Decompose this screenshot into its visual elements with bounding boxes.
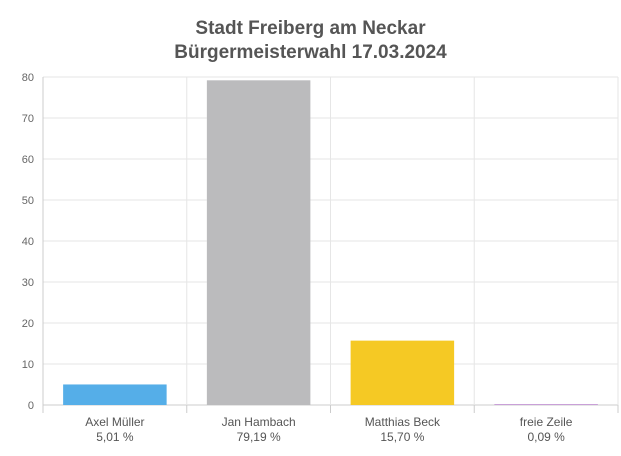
category-label: Jan Hambach	[222, 415, 296, 429]
y-tick-label: 0	[28, 400, 34, 412]
category-value-label: 15,70 %	[380, 430, 424, 444]
chart-subtitle: Bürgermeisterwahl 17.03.2024	[174, 42, 447, 63]
y-tick-label: 20	[22, 318, 34, 330]
y-tick-label: 60	[22, 154, 34, 166]
bar-2	[350, 340, 455, 405]
y-tick-label: 70	[22, 113, 34, 125]
category-value-label: 5,01 %	[96, 430, 134, 444]
category-label: Axel Müller	[85, 415, 144, 429]
category-label: freie Zeile	[520, 415, 573, 429]
y-tick-label: 30	[22, 277, 34, 289]
bar-3	[494, 404, 598, 405]
y-tick-label: 50	[22, 195, 34, 207]
category-value-label: 0,09 %	[527, 430, 565, 444]
chart-title: Stadt Freiberg am Neckar	[195, 18, 426, 39]
y-tick-label: 40	[22, 236, 34, 248]
bar-1	[206, 80, 311, 406]
y-tick-label: 10	[22, 359, 34, 371]
bar-0	[63, 384, 167, 405]
y-tick-label: 80	[22, 72, 34, 84]
category-value-label: 79,19 %	[237, 430, 281, 444]
category-label: Matthias Beck	[365, 415, 441, 429]
